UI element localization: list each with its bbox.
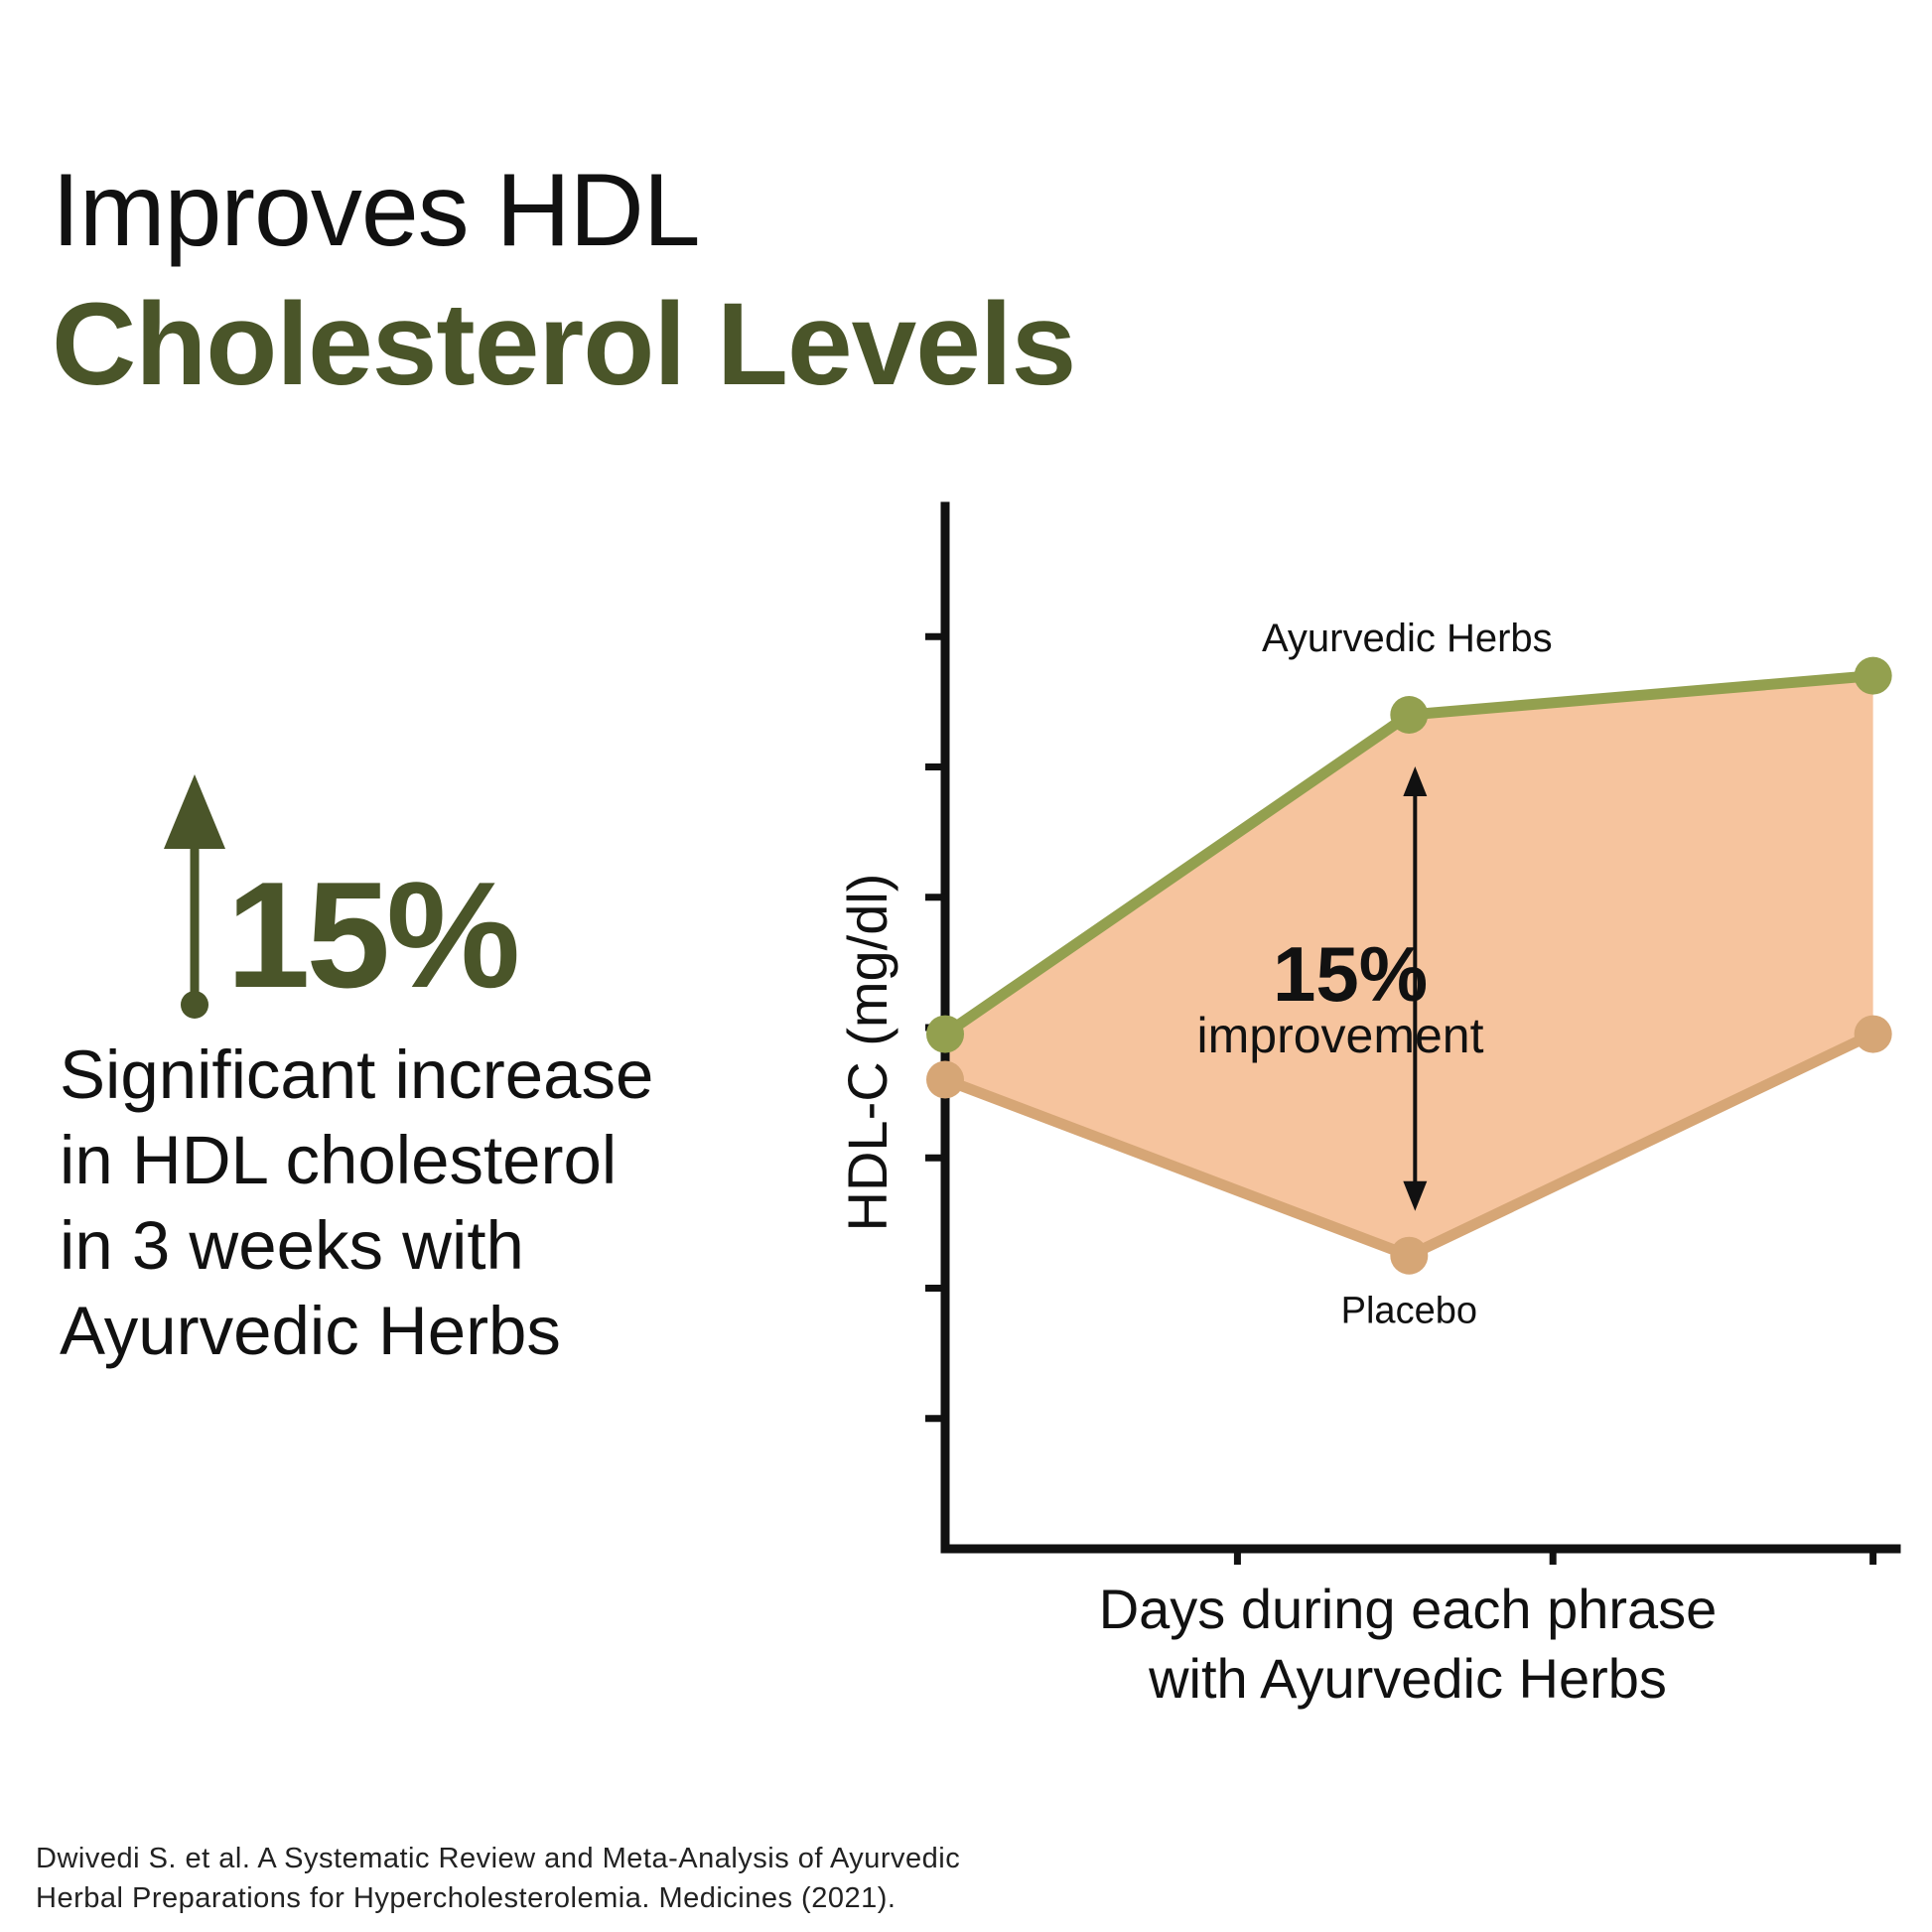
stat-value: 15%: [226, 851, 520, 1020]
page-title-line1: Improves HDL: [52, 153, 701, 268]
data-point: [1390, 1236, 1429, 1275]
stat-description-line: in HDL cholesterol: [60, 1122, 618, 1198]
data-point: [926, 1015, 964, 1053]
data-point: [1390, 696, 1429, 734]
y-axis-label: HDL-C (mg/dl): [836, 874, 898, 1232]
data-point: [1854, 656, 1892, 695]
annotation-text: improvement: [1197, 1008, 1484, 1063]
improvement-area: [945, 675, 1873, 1256]
x-axis-label: with Ayurvedic Herbs: [1148, 1647, 1667, 1710]
arrow-head-up-icon: [1403, 766, 1428, 796]
citation: Dwivedi S. et al. A Systematic Review an…: [36, 1839, 1227, 1918]
data-point: [1854, 1015, 1892, 1053]
arrow-head-down-icon: [1403, 1180, 1428, 1211]
data-point: [926, 1060, 964, 1099]
x-axis-label: Days during each phrase: [1099, 1578, 1718, 1640]
series-label-placebo: Placebo: [1341, 1291, 1477, 1332]
stat-description-line: Significant increase: [60, 1036, 654, 1113]
stat-description-line: Ayurvedic Herbs: [60, 1293, 561, 1369]
page-title-line2: Cholesterol Levels: [52, 279, 1076, 410]
citation-line: Herbal Preparations for Hypercholesterol…: [36, 1882, 897, 1914]
annotation-value: 15%: [1273, 930, 1428, 1018]
stat-description: Significant increase in HDL cholesterol …: [60, 1033, 774, 1374]
stat-description-line: in 3 weeks with: [60, 1207, 524, 1284]
citation-line: Dwivedi S. et al. A Systematic Review an…: [36, 1843, 961, 1874]
series-label-ayurvedic-herbs: Ayurvedic Herbs: [1262, 617, 1553, 660]
